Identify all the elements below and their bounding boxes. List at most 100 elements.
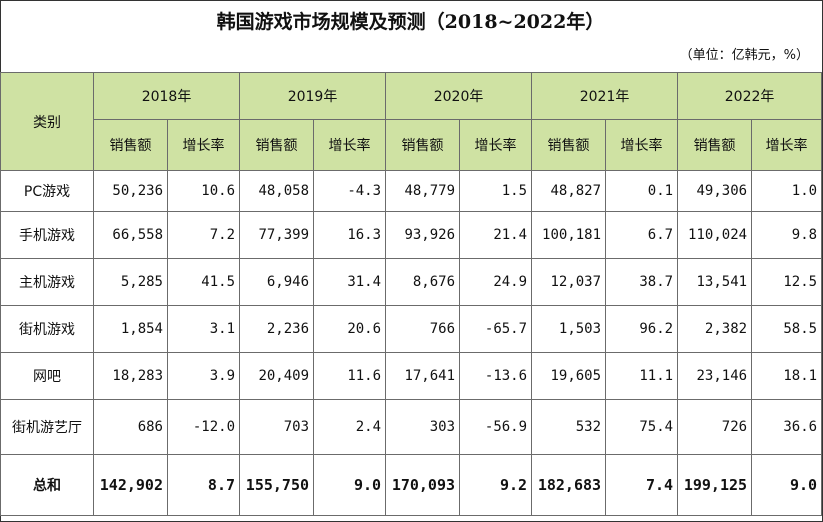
sales-cell: 766 [385, 305, 461, 353]
row-label: 手机游戏 [0, 211, 94, 259]
sales-cell: 100,181 [531, 211, 607, 259]
year-header: 2021年 [531, 72, 679, 120]
growth-cell: -4.3 [313, 170, 387, 212]
growth-cell: 2.4 [313, 399, 387, 455]
growth-cell: 11.6 [313, 352, 387, 400]
sales-cell: 155,750 [239, 454, 315, 516]
growth-cell: 1.5 [459, 170, 533, 212]
growth-cell: 10.6 [166, 170, 241, 212]
row-label: 网吧 [0, 352, 94, 400]
growth-header: 增长率 [605, 119, 679, 171]
growth-cell: 9.2 [459, 454, 533, 516]
sales-cell: 48,779 [385, 170, 461, 212]
sales-header: 销售额 [239, 119, 315, 171]
table-row: 主机游戏 5,285 41.5 6,946 31.4 8,676 24.9 12… [0, 258, 823, 306]
sales-cell: 5,285 [93, 258, 168, 306]
row-label: PC游戏 [0, 170, 94, 212]
category-header: 类别 [0, 72, 94, 171]
growth-cell: 9.8 [751, 211, 823, 259]
growth-cell: -56.9 [459, 399, 533, 455]
growth-cell: 96.2 [605, 305, 679, 353]
growth-header: 增长率 [166, 119, 241, 171]
sales-cell: 49,306 [677, 170, 753, 212]
sales-cell: 1,503 [531, 305, 607, 353]
sales-header: 销售额 [677, 119, 753, 171]
year-header: 2020年 [385, 72, 533, 120]
sales-cell: 532 [531, 399, 607, 455]
growth-cell: 16.3 [313, 211, 387, 259]
growth-cell: 6.7 [605, 211, 679, 259]
growth-cell: 41.5 [166, 258, 241, 306]
growth-cell: 8.7 [166, 454, 241, 516]
unit-note: （单位：亿韩元，%） [679, 48, 809, 63]
sales-cell: 77,399 [239, 211, 315, 259]
sales-cell: 199,125 [677, 454, 753, 516]
row-label: 街机游戏 [0, 305, 94, 353]
growth-cell: 11.1 [605, 352, 679, 400]
sales-cell: 110,024 [677, 211, 753, 259]
sales-cell: 142,902 [93, 454, 168, 516]
row-label: 主机游戏 [0, 258, 94, 306]
growth-cell: 31.4 [313, 258, 387, 306]
total-row: 总和 142,902 8.7 155,750 9.0 170,093 9.2 1… [0, 454, 823, 516]
growth-cell: -12.0 [166, 399, 241, 455]
table-row: PC游戏 50,236 10.6 48,058 -4.3 48,779 1.5 … [0, 170, 823, 212]
growth-cell: 36.6 [751, 399, 823, 455]
sales-cell: 703 [239, 399, 315, 455]
sales-cell: 48,827 [531, 170, 607, 212]
growth-header: 增长率 [459, 119, 533, 171]
sales-cell: 18,283 [93, 352, 168, 400]
sales-cell: 50,236 [93, 170, 168, 212]
growth-cell: 75.4 [605, 399, 679, 455]
row-label: 街机游艺厅 [0, 399, 94, 455]
growth-cell: 3.1 [166, 305, 241, 353]
sales-cell: 20,409 [239, 352, 315, 400]
sales-header: 销售额 [531, 119, 607, 171]
growth-cell: 38.7 [605, 258, 679, 306]
total-label: 总和 [0, 454, 94, 516]
growth-cell: 12.5 [751, 258, 823, 306]
year-header: 2019年 [239, 72, 387, 120]
growth-cell: 0.1 [605, 170, 679, 212]
sales-cell: 13,541 [677, 258, 753, 306]
growth-cell: 24.9 [459, 258, 533, 306]
sales-cell: 66,558 [93, 211, 168, 259]
sales-cell: 726 [677, 399, 753, 455]
table-row: 街机游艺厅 686 -12.0 703 2.4 303 -56.9 532 75… [0, 399, 823, 455]
sales-header: 销售额 [93, 119, 168, 171]
market-table: 类别 2018年 2019年 2020年 2021年 2022年 销售额 增长率… [0, 72, 823, 516]
sales-cell: 48,058 [239, 170, 315, 212]
sales-cell: 93,926 [385, 211, 461, 259]
table-row: 街机游戏 1,854 3.1 2,236 20.6 766 -65.7 1,50… [0, 305, 823, 353]
growth-cell: 3.9 [166, 352, 241, 400]
sales-cell: 1,854 [93, 305, 168, 353]
growth-header: 增长率 [751, 119, 823, 171]
sales-cell: 12,037 [531, 258, 607, 306]
sales-cell: 170,093 [385, 454, 461, 516]
growth-cell: 58.5 [751, 305, 823, 353]
table-row: 网吧 18,283 3.9 20,409 11.6 17,641 -13.6 1… [0, 352, 823, 400]
metric-header-row: 销售额 增长率 销售额 增长率 销售额 增长率 销售额 增长率 销售额 增长率 [1, 119, 823, 171]
year-header: 2018年 [92, 72, 241, 120]
sales-cell: 2,236 [239, 305, 315, 353]
sales-cell: 8,676 [385, 258, 461, 306]
sales-cell: 182,683 [531, 454, 607, 516]
growth-cell: 7.2 [166, 211, 241, 259]
table-row: 手机游戏 66,558 7.2 77,399 16.3 93,926 21.4 … [0, 211, 823, 259]
year-header: 2022年 [677, 72, 823, 120]
sales-cell: 303 [385, 399, 461, 455]
sales-header: 销售额 [385, 119, 461, 171]
page-title: 韩国游戏市场规模及预测（2018~2022年） [216, 10, 605, 33]
sales-cell: 23,146 [677, 352, 753, 400]
year-header-row: 类别 2018年 2019年 2020年 2021年 2022年 [0, 72, 823, 171]
growth-cell: -13.6 [459, 352, 533, 400]
sales-cell: 19,605 [531, 352, 607, 400]
sales-cell: 6,946 [239, 258, 315, 306]
growth-cell: -65.7 [459, 305, 533, 353]
growth-cell: 9.0 [313, 454, 387, 516]
sales-cell: 686 [93, 399, 168, 455]
growth-cell: 9.0 [751, 454, 823, 516]
growth-cell: 18.1 [751, 352, 823, 400]
growth-cell: 20.6 [313, 305, 387, 353]
growth-cell: 7.4 [605, 454, 679, 516]
